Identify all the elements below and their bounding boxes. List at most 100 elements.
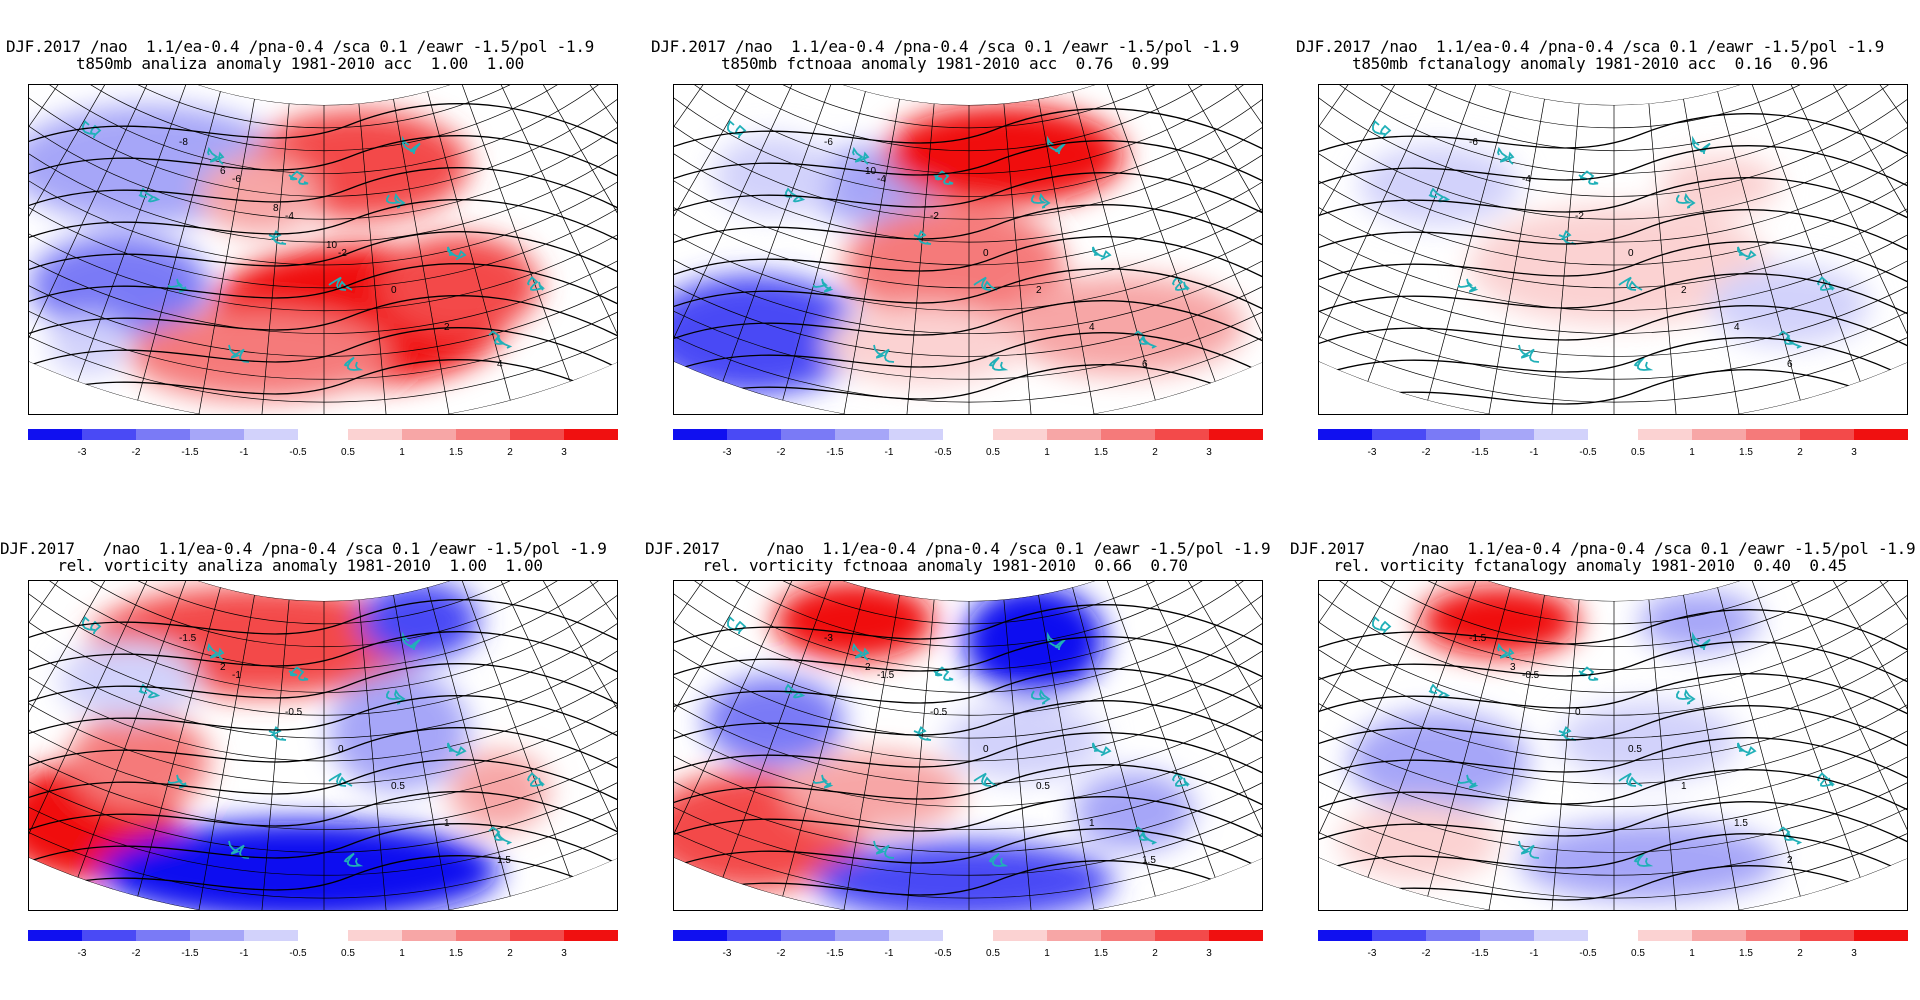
map-content: -1.5 -1 -0.5 0 0.5 1 1.5 2	[29, 581, 617, 910]
colorbar-segment	[1101, 429, 1155, 440]
parallel-line	[29, 91, 617, 380]
parallel-line	[29, 85, 617, 151]
coastline	[1133, 330, 1158, 349]
colorbar-segment	[28, 429, 82, 440]
contour-label: 4	[497, 359, 503, 370]
coastline	[933, 170, 954, 185]
contour-line	[1319, 273, 1907, 326]
parallel-line	[1319, 104, 1907, 403]
anomaly-shading	[1359, 145, 1869, 345]
parallel-line	[29, 581, 617, 670]
colorbar-label: 0.5	[1631, 447, 1645, 458]
colorbar-label: 3	[1851, 447, 1857, 458]
contour-line	[674, 860, 1262, 910]
coastline	[207, 146, 225, 165]
graticule	[1319, 85, 1907, 414]
colorbar-segment	[835, 930, 889, 941]
coastline	[1031, 688, 1051, 705]
contour-line	[674, 700, 1262, 753]
contour-label: 1	[444, 818, 450, 829]
parallel-line	[674, 85, 1262, 334]
colorbar-segment	[781, 930, 835, 941]
parallel-line	[29, 581, 617, 602]
colorbar-label: 2	[1152, 447, 1158, 458]
anomaly-blob	[1639, 591, 1759, 651]
parallel-line	[674, 581, 1262, 807]
contour-label: -6	[824, 137, 833, 148]
meridian-line	[1750, 581, 1861, 878]
colorbar-label: -1	[884, 447, 894, 458]
colorbar-segment	[1746, 930, 1800, 941]
map-content: -1.5 -0.5 0 0.5 1 1.5 2 3	[1319, 581, 1907, 910]
contour-line	[29, 199, 617, 252]
contour-label: -0.5	[1522, 670, 1540, 681]
panel-title-line2: t850mb fctanalogy anomaly 1981-2010 acc …	[1352, 54, 1828, 73]
contour-label: 2	[1787, 855, 1793, 866]
map-frame: -3 -1.5 -0.5 0 0.5 1 1.5 2	[673, 580, 1263, 911]
colorbar-segment	[28, 930, 82, 941]
colorbar-segment	[1047, 429, 1101, 440]
contour-line	[674, 364, 1262, 414]
parallel-line	[674, 85, 1262, 197]
contour-line	[29, 359, 617, 412]
anomaly-blob	[1419, 586, 1579, 656]
map-content: -6 -4 -2 0 2 4 6 10	[674, 85, 1262, 414]
contour-label: 0.5	[391, 781, 405, 792]
colorbar-label: 1.5	[1094, 447, 1108, 458]
colorbar-segment	[727, 930, 781, 941]
coastline	[1458, 278, 1479, 293]
map-frame: -8 -6 -4 -2 0 2 4 6 8 10	[28, 84, 618, 415]
colorbar-label: 0.5	[986, 948, 1000, 959]
coastline	[138, 683, 161, 699]
parallel-line	[1319, 91, 1907, 380]
contour-line	[1319, 609, 1907, 662]
colorbar-label: 1.5	[1739, 948, 1753, 959]
coastline	[1518, 840, 1540, 859]
contour-line	[29, 167, 617, 220]
parallel-line	[1319, 581, 1907, 853]
coastline	[813, 278, 834, 293]
colorbar: -3 -2 -1.5 -1 -0.5 0.5 1 1.5 2 3	[28, 429, 618, 458]
contour-label: -2	[338, 248, 347, 259]
contour-label: -4	[1522, 174, 1531, 185]
contour-label: 0.5	[1628, 744, 1642, 755]
contour-line	[29, 759, 617, 812]
contour-line	[674, 204, 1262, 257]
coastline	[988, 852, 1009, 867]
parallel-line	[29, 581, 617, 625]
colorbar-segment	[1746, 429, 1800, 440]
coastline	[288, 170, 309, 185]
colorbar-label: -3	[722, 948, 732, 959]
colorbar-label: -1.5	[1471, 447, 1489, 458]
anomaly-blob	[59, 641, 199, 721]
colorbar-label: -1.5	[826, 447, 844, 458]
colorbar-label: 1.5	[1739, 447, 1753, 458]
contour-label: -6	[232, 174, 241, 185]
contour-line	[1319, 673, 1907, 726]
contour-label: 10	[865, 166, 877, 177]
contour-label: 0	[391, 285, 397, 296]
contour-label: -0.5	[930, 707, 948, 718]
coastline	[1372, 120, 1392, 138]
parallel-line	[29, 104, 617, 403]
parallel-line	[1319, 581, 1907, 830]
colorbar-label: 0.5	[986, 447, 1000, 458]
coastline	[138, 187, 161, 203]
colorbar-segment	[1638, 930, 1692, 941]
contour-line	[1319, 369, 1907, 414]
colorbar-label: 1	[1044, 447, 1050, 458]
coastlines	[727, 120, 1190, 371]
panel-title-line1: DJF.2017 /nao 1.1/ea-0.4 /pna-0.4 /sca 0…	[651, 37, 1239, 56]
meridian-line	[1251, 85, 1262, 215]
meridian-line	[553, 85, 617, 295]
anomaly-shading	[674, 105, 1244, 395]
anomaly-blob	[49, 315, 129, 375]
contour-line	[1319, 177, 1907, 230]
contour-line	[674, 140, 1262, 193]
coastline	[1618, 276, 1643, 291]
colorbar-segment	[673, 930, 727, 941]
contour-line	[29, 695, 617, 748]
parallel-line	[1319, 587, 1907, 876]
colorbar-segment	[1692, 930, 1746, 941]
coastline	[1497, 146, 1515, 165]
